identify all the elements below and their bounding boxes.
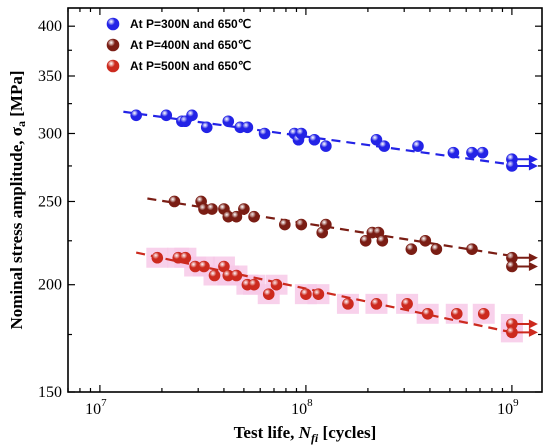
x-tick-label: 108 xyxy=(291,397,313,418)
data-point xyxy=(342,298,354,310)
data-point xyxy=(258,127,271,140)
point-layer xyxy=(130,109,538,339)
data-point xyxy=(308,133,321,146)
data-point xyxy=(370,133,383,146)
data-point xyxy=(370,298,383,310)
legend-marker xyxy=(106,38,120,52)
y-tick-label: 400 xyxy=(38,18,62,35)
data-point xyxy=(270,278,283,291)
data-point xyxy=(200,121,213,134)
data-point xyxy=(419,234,432,247)
data-point xyxy=(405,243,418,255)
legend: At P=300N and 650℃ At P=400N and 650℃ At P… xyxy=(106,17,251,73)
data-point xyxy=(430,243,443,255)
data-point xyxy=(295,218,308,231)
data-point xyxy=(295,127,308,140)
data-point xyxy=(241,121,254,134)
data-point xyxy=(300,288,312,300)
data-point xyxy=(320,218,332,231)
data-point xyxy=(466,146,478,159)
x-tick-label-base: 10 xyxy=(497,401,513,418)
data-point xyxy=(262,288,275,300)
data-point xyxy=(238,203,250,215)
runout-arrow-head xyxy=(528,327,538,337)
y-tick-label: 350 xyxy=(38,68,62,85)
data-point xyxy=(230,269,243,282)
data-point xyxy=(206,203,218,215)
data-point xyxy=(248,210,260,223)
x-tick-label-exponent: 9 xyxy=(513,397,519,409)
data-point xyxy=(466,243,478,255)
data-point xyxy=(151,251,164,264)
runout-arrow-head xyxy=(528,262,538,272)
x-tick-label: 107 xyxy=(85,397,107,418)
legend-marker xyxy=(106,17,120,31)
runout-arrow-head xyxy=(528,154,538,164)
x-tick-label: 109 xyxy=(497,397,519,418)
data-point xyxy=(230,210,243,223)
data-point xyxy=(312,288,325,300)
data-point xyxy=(376,234,389,247)
runout-arrow-head xyxy=(528,253,538,263)
data-point xyxy=(168,195,181,208)
x-tick-label-base: 10 xyxy=(291,401,307,418)
y-tick-label: 200 xyxy=(38,277,62,294)
data-point xyxy=(179,251,192,264)
y-axis-title: Nominal stress amplitude, σa [MPa] xyxy=(7,70,28,329)
legend-label: At P=400N and 650℃ xyxy=(130,38,251,52)
data-point xyxy=(378,140,391,152)
data-point xyxy=(160,109,173,122)
y-tick-label: 150 xyxy=(38,384,62,401)
x-tick-label-base: 10 xyxy=(85,401,101,418)
data-point xyxy=(222,115,235,128)
legend-label: At P=500N and 650℃ xyxy=(130,59,251,73)
data-point xyxy=(412,140,424,152)
data-point xyxy=(359,234,372,247)
runout-point xyxy=(506,260,518,273)
x-axis-title: Test life, Nfi [cycles] xyxy=(234,423,377,445)
runout-arrow-head xyxy=(528,319,538,329)
data-point xyxy=(477,307,490,320)
y-tick-label: 300 xyxy=(38,125,62,142)
data-point xyxy=(248,278,260,291)
data-point xyxy=(130,109,142,122)
legend-marker xyxy=(106,59,120,73)
data-point xyxy=(450,307,463,320)
data-point xyxy=(421,307,434,320)
data-point xyxy=(401,298,413,310)
plot-frame xyxy=(67,7,543,393)
runout-point xyxy=(506,326,518,339)
data-point xyxy=(320,140,332,152)
x-tick-label-exponent: 8 xyxy=(307,397,313,409)
legend-label: At P=300N and 650℃ xyxy=(130,17,251,31)
data-point xyxy=(447,146,460,159)
data-point xyxy=(198,260,210,273)
data-point xyxy=(476,146,489,159)
runout-point xyxy=(506,160,518,172)
runout-arrow-head xyxy=(528,161,538,171)
data-point xyxy=(208,269,221,282)
y-tick-label: 250 xyxy=(38,193,62,210)
data-point xyxy=(279,218,291,231)
x-tick-label-exponent: 7 xyxy=(101,397,107,409)
data-point xyxy=(186,109,198,122)
